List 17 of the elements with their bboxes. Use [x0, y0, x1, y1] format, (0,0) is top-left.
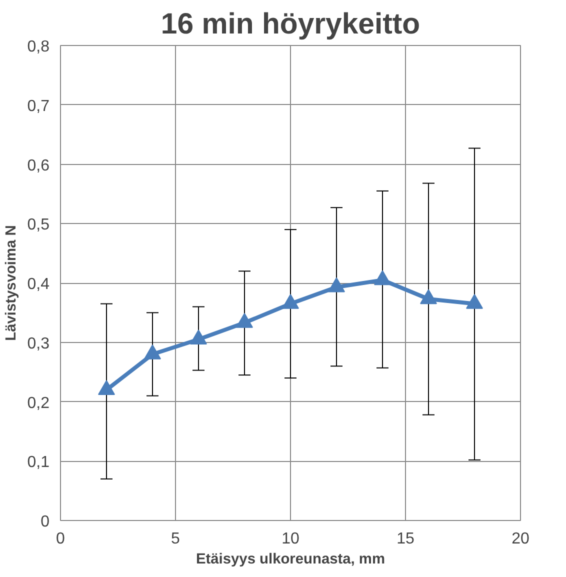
y-tick-label: 0,6 — [27, 157, 50, 174]
x-tick-label: 5 — [171, 530, 180, 548]
x-tick-label: 15 — [396, 530, 414, 548]
y-axis-title: Lävistysvoima N — [3, 225, 20, 341]
x-tick-label: 0 — [56, 530, 66, 548]
x-tick-label: 20 — [512, 530, 530, 548]
chart-title: 16 min höyrykeitto — [160, 8, 420, 40]
x-axis-title: Etäisyys ulkoreunasta, mm — [196, 552, 386, 568]
y-tick-label: 0 — [40, 514, 50, 530]
y-tick-label: 0,5 — [27, 216, 50, 234]
y-tick-label: 0,8 — [27, 38, 50, 56]
y-tick-label: 0,7 — [27, 98, 50, 115]
y-tick-label: 0,2 — [27, 394, 50, 412]
y-tick-label: 0,1 — [27, 454, 50, 472]
y-tick-label: 0,4 — [27, 276, 50, 293]
y-tick-label: 0,3 — [27, 335, 50, 352]
x-tick-label: 10 — [282, 530, 300, 548]
